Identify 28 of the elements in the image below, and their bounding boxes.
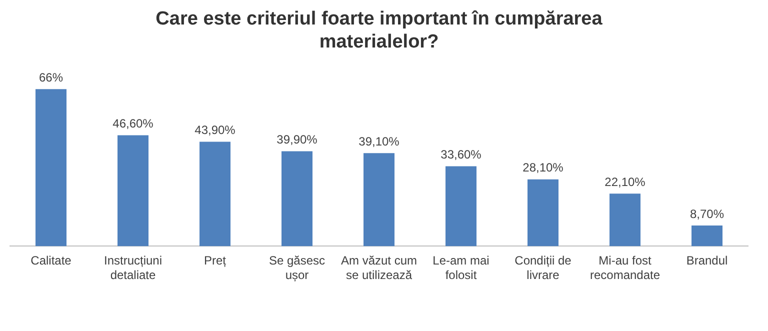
bar [446, 166, 476, 246]
bar [200, 142, 230, 246]
data-label: 39,90% [276, 132, 318, 147]
x-tick-label: Le-am mai folosit [432, 254, 490, 282]
chart-title: Care este criteriul foarte important în cumpărarea materialelor? [156, 8, 603, 52]
x-tick-label: Se găsesc ușor [268, 254, 326, 282]
data-label: 22,10% [604, 174, 646, 189]
x-tick-label: Calitate [30, 254, 72, 268]
data-label: 46,60% [112, 116, 154, 131]
x-tick-label: Preț [204, 254, 227, 268]
x-tick-label: Instrucțiuni detaliate [104, 254, 162, 282]
x-tick-label: Brandul [686, 254, 728, 268]
bar [282, 151, 312, 246]
x-tick-label: Am văzut cum se utilizează [340, 254, 418, 282]
bar [528, 179, 558, 246]
bar [36, 89, 66, 246]
data-label: 39,10% [358, 134, 400, 148]
data-label: 66% [38, 70, 64, 84]
bar [610, 194, 640, 246]
x-tick-label: Mi-au fost recomandate [590, 254, 660, 282]
data-label: 8,70% [690, 206, 724, 221]
data-label: 43,90% [194, 123, 236, 138]
x-tick-label: Condiții de livrare [514, 254, 572, 282]
data-label: 28,10% [522, 160, 564, 175]
bar [364, 153, 394, 246]
data-label: 33,60% [440, 148, 482, 162]
bar [118, 135, 148, 246]
bar [692, 225, 722, 246]
